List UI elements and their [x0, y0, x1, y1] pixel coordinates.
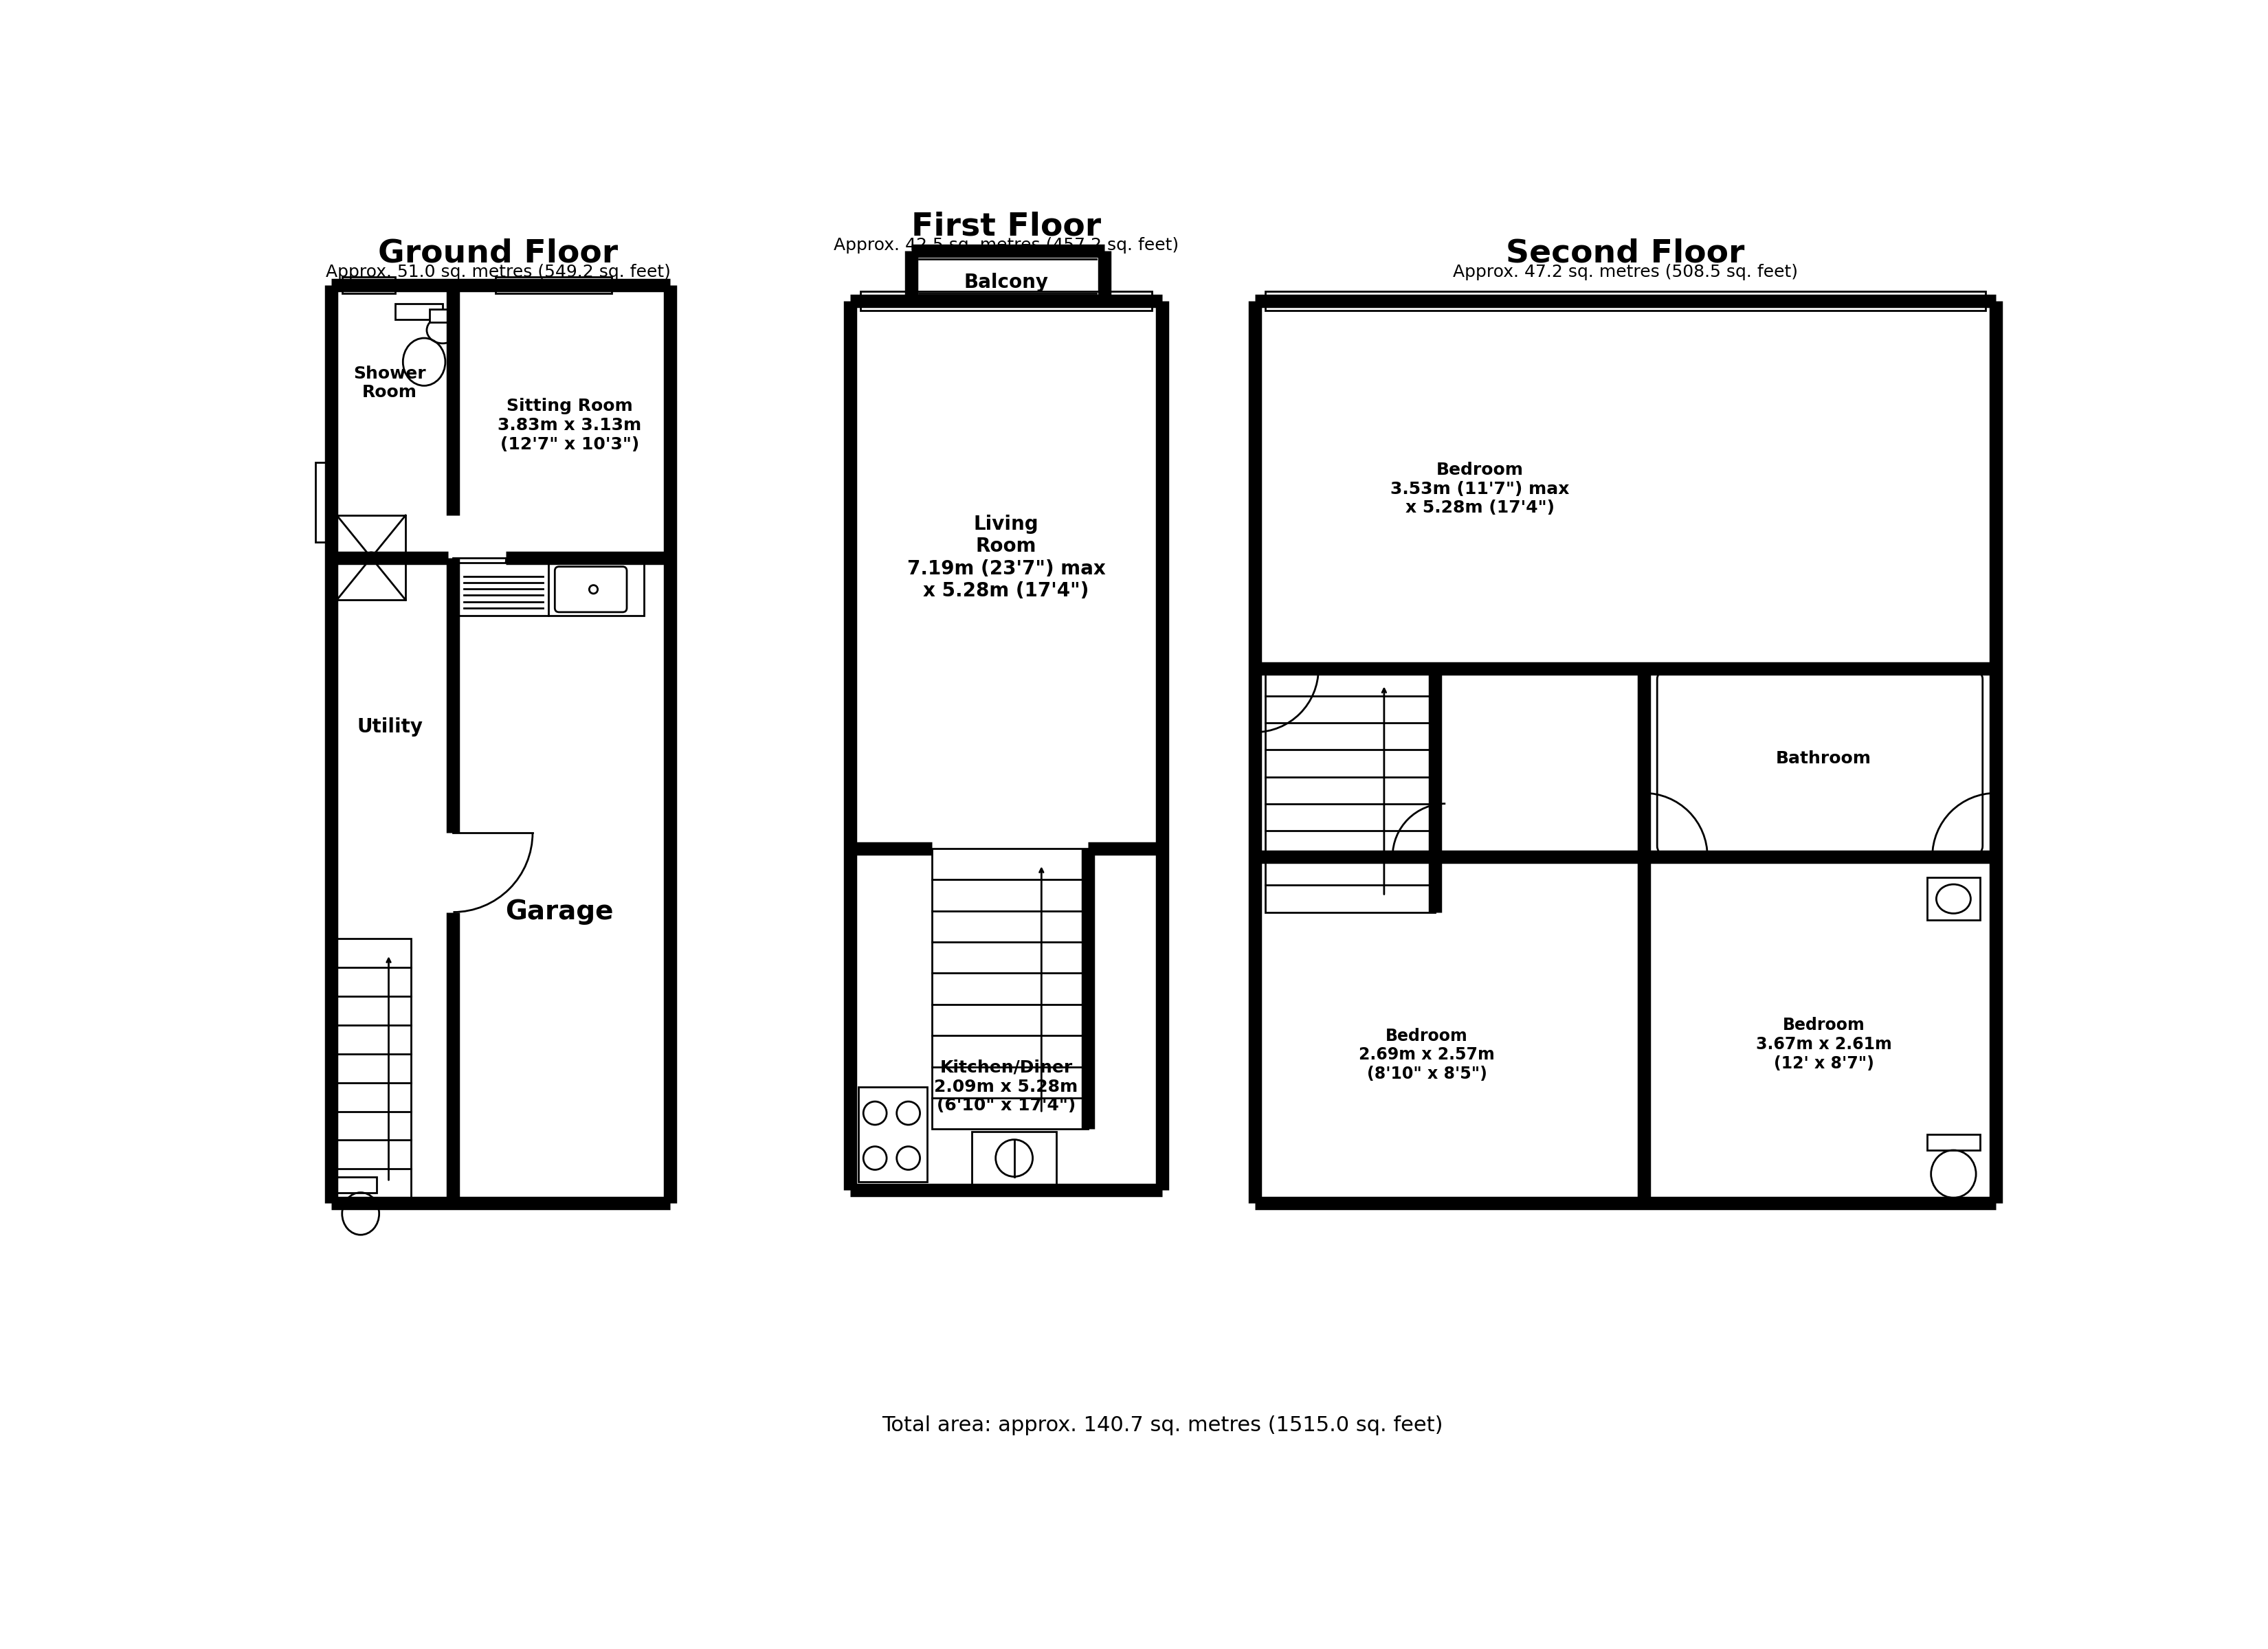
FancyBboxPatch shape: [1658, 671, 1982, 854]
Bar: [458, 562, 549, 615]
Bar: [973, 1131, 1057, 1184]
Text: Total area: approx. 140.7 sq. metres (1515.0 sq. feet): Total area: approx. 140.7 sq. metres (15…: [882, 1415, 1442, 1435]
Bar: [494, 277, 612, 294]
Text: Bedroom
3.67m x 2.61m
(12' x 8'7"): Bedroom 3.67m x 2.61m (12' x 8'7"): [1755, 1017, 1892, 1072]
Bar: [333, 1177, 376, 1192]
Text: Approx. 42.5 sq. metres (457.2 sq. feet): Approx. 42.5 sq. metres (457.2 sq. feet): [835, 237, 1179, 254]
Text: Balcony: Balcony: [964, 272, 1048, 292]
Text: Shower
Room: Shower Room: [354, 364, 426, 401]
Text: Garage: Garage: [506, 899, 612, 925]
Bar: [315, 462, 331, 543]
Bar: [336, 514, 406, 600]
Bar: [1266, 292, 1984, 310]
Bar: [857, 1087, 928, 1182]
FancyBboxPatch shape: [556, 567, 626, 612]
Text: Kitchen/Diner
2.09m x 5.28m
(6'10" x 17'4"): Kitchen/Diner 2.09m x 5.28m (6'10" x 17'…: [934, 1059, 1077, 1115]
Bar: [1928, 877, 1980, 920]
Bar: [395, 303, 442, 320]
Text: Approx. 47.2 sq. metres (508.5 sq. feet): Approx. 47.2 sq. metres (508.5 sq. feet): [1454, 264, 1799, 280]
Bar: [932, 849, 1089, 1130]
Bar: [1266, 669, 1436, 912]
Bar: [549, 562, 644, 615]
Bar: [429, 308, 458, 322]
Text: Ground Floor: Ground Floor: [379, 237, 619, 269]
Text: Utility: Utility: [356, 717, 422, 737]
Text: Approx. 51.0 sq. metres (549.2 sq. feet): Approx. 51.0 sq. metres (549.2 sq. feet): [327, 264, 671, 280]
Text: Sitting Room
3.83m x 3.13m
(12'7" x 10'3"): Sitting Room 3.83m x 3.13m (12'7" x 10'3…: [497, 397, 642, 453]
Text: Living
Room
7.19m (23'7") max
x 5.28m (17'4"): Living Room 7.19m (23'7") max x 5.28m (1…: [907, 514, 1105, 600]
Text: Bedroom
3.53m (11'7") max
x 5.28m (17'4"): Bedroom 3.53m (11'7") max x 5.28m (17'4"…: [1390, 462, 1569, 516]
Bar: [342, 277, 395, 294]
Text: Bedroom
2.69m x 2.57m
(8'10" x 8'5"): Bedroom 2.69m x 2.57m (8'10" x 8'5"): [1359, 1027, 1495, 1082]
Text: Bathroom: Bathroom: [1776, 750, 1871, 767]
Bar: [860, 292, 1152, 310]
Bar: [1928, 1135, 1980, 1151]
Text: First Floor: First Floor: [912, 211, 1102, 242]
Text: Second Floor: Second Floor: [1506, 237, 1744, 269]
Bar: [336, 938, 411, 1197]
